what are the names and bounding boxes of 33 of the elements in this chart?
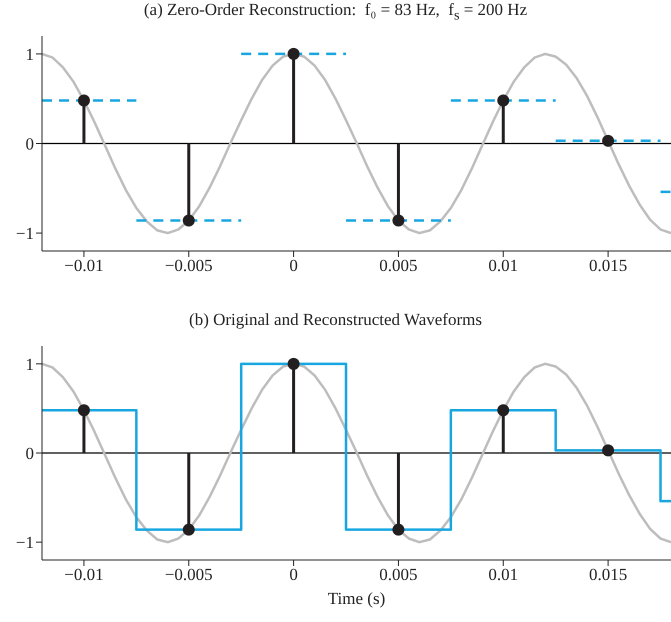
x-tick-label: 0.005: [379, 256, 418, 276]
point: [602, 134, 614, 147]
y-tick-label: −1: [16, 224, 34, 244]
point: [288, 48, 300, 60]
x-tick-label: −0.005: [164, 565, 213, 584]
point: [78, 404, 90, 416]
x-tick-label: −0.005: [164, 256, 213, 276]
y-tick-label: 0: [26, 134, 34, 154]
x-tick-label: 0.015: [588, 256, 628, 276]
chart-title: (b) Original and Reconstructed Waveforms: [188, 310, 483, 331]
y-tick-label: 1: [26, 44, 34, 64]
point: [392, 524, 404, 536]
x-tick-label: 0.01: [488, 256, 518, 276]
point: [182, 524, 195, 536]
x-tick-label: −0.01: [64, 256, 104, 276]
y-tick-label: −1: [16, 533, 34, 552]
x-tick-label: 0: [289, 565, 298, 584]
chart-title: (a) Zero-Order Reconstruction: f₀ = 83 Hz, f$_{s}$ = 200 Hz: [142, 0, 528, 26]
point: [602, 444, 614, 456]
x-tick-label: −0.01: [64, 565, 104, 584]
point: [288, 358, 300, 370]
y-tick-label: 0: [26, 444, 34, 464]
y-tick-label: 1: [26, 354, 34, 374]
point: [182, 214, 195, 227]
point: [78, 94, 90, 106]
point: [392, 214, 404, 227]
x-tick-label: 0: [289, 256, 298, 276]
point: [497, 404, 510, 416]
x-tick-label: 0.005: [379, 565, 418, 584]
point: [497, 94, 510, 106]
x-tick-label: 0.015: [588, 565, 628, 584]
x-axis-title: Time (s): [328, 589, 386, 608]
x-tick-label: 0.01: [488, 565, 518, 584]
